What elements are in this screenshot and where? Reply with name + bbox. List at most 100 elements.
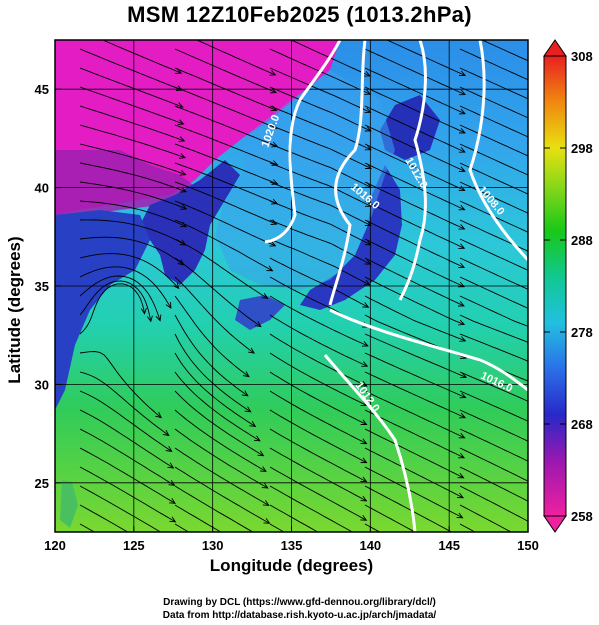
streamline [269,200,371,246]
streamline [459,48,528,81]
streamline [269,257,369,308]
streamline [269,86,371,132]
streamline [174,371,261,442]
streamline [459,390,528,422]
streamline-arrow [458,281,466,288]
streamline [269,105,372,151]
streamline [174,219,273,272]
streamline [555,524,599,577]
isobar-line [264,40,342,244]
colorbar-tick-label: 308 [571,49,593,64]
streamline-arrow [362,302,370,308]
streamline [174,447,270,506]
y-tick-label: 45 [35,82,49,97]
streamline [459,238,528,271]
streamline-arrow [169,574,175,579]
streamline [459,447,528,482]
streamline [79,280,152,322]
streamline-arrow [180,186,187,193]
streamline [364,124,465,172]
y-ticks: 25 30 35 40 45 [35,82,61,491]
streamline [174,124,278,166]
streamline-arrow [360,554,366,559]
streamline [364,504,416,532]
streamline [269,466,367,521]
streamline-arrow [361,361,369,367]
streamline [101,40,182,74]
x-tick-label: 135 [281,538,303,553]
streamline [174,485,254,532]
streamline [364,447,464,499]
korea-land [140,160,240,285]
streamline [269,162,372,207]
streamline [269,67,371,113]
streamline [364,295,466,342]
streamline [364,276,465,325]
colorbar-body [543,55,567,517]
streamline-arrow [552,532,558,537]
streamline-arrow [360,495,368,502]
hokkaido-land [380,95,440,160]
streamline [174,295,250,377]
streamline-arrow [458,452,466,459]
map-plot-area: 1020.0 1016.0 1012.0 1008.0 1016.0 1012.… [55,40,599,579]
streamline [459,124,528,157]
streamline-arrow [254,321,262,328]
streamline [269,295,369,347]
x-axis-label: Longitude (degrees) [209,556,374,575]
streamline-arrow [271,179,279,185]
streamline [364,48,466,96]
streamline [79,219,186,246]
streamline [459,333,528,362]
streamline [364,181,465,230]
x-ticks: 120 125 130 135 140 145 150 [44,526,539,553]
streamline [269,333,367,387]
credit-data: Data from http://database.rish.kyoto-u.a… [162,610,437,621]
streamline-arrow [257,450,265,457]
streamline [364,257,465,307]
streamline [364,200,465,249]
streamline [79,504,129,532]
cold-transition [55,150,200,215]
streamline [174,200,276,247]
honshu-land [300,165,402,310]
x-tick-label: 150 [517,538,539,553]
streamline [79,390,172,452]
streamline [174,257,262,327]
streamline-arrow [458,262,466,269]
streamline-arrow [364,163,372,169]
streamline-arrow [269,241,277,247]
streamline [79,86,184,125]
streamline-arrow [458,319,466,326]
streamline [290,40,371,77]
streamline [79,124,186,159]
streamline [79,253,180,289]
streamline-arrow [162,429,170,437]
streamline [269,504,319,532]
streamline-arrow [260,466,267,472]
streamline-arrow [459,392,467,399]
streamline [174,181,277,225]
x-tick-label: 125 [123,538,145,553]
streamline [364,86,466,134]
streamline [364,371,466,419]
streamline [385,40,466,76]
streamline [195,40,276,76]
streamline-arrow [271,160,279,166]
streamline-arrow [458,224,466,230]
streamline [174,105,278,147]
streamline [79,428,175,486]
streamline-arrow [248,347,255,354]
streamline-arrow [455,573,461,578]
streamline-arrow [168,479,176,486]
isobar-line [468,40,528,262]
streamline-arrow [269,70,277,76]
streamline-arrow [173,282,180,290]
china-land [55,210,150,410]
x-tick-label: 130 [202,538,224,553]
streamline [174,333,251,413]
streamline [269,390,367,445]
streamline [269,219,371,265]
streamline-arrow [177,119,185,126]
streamline [269,181,372,226]
